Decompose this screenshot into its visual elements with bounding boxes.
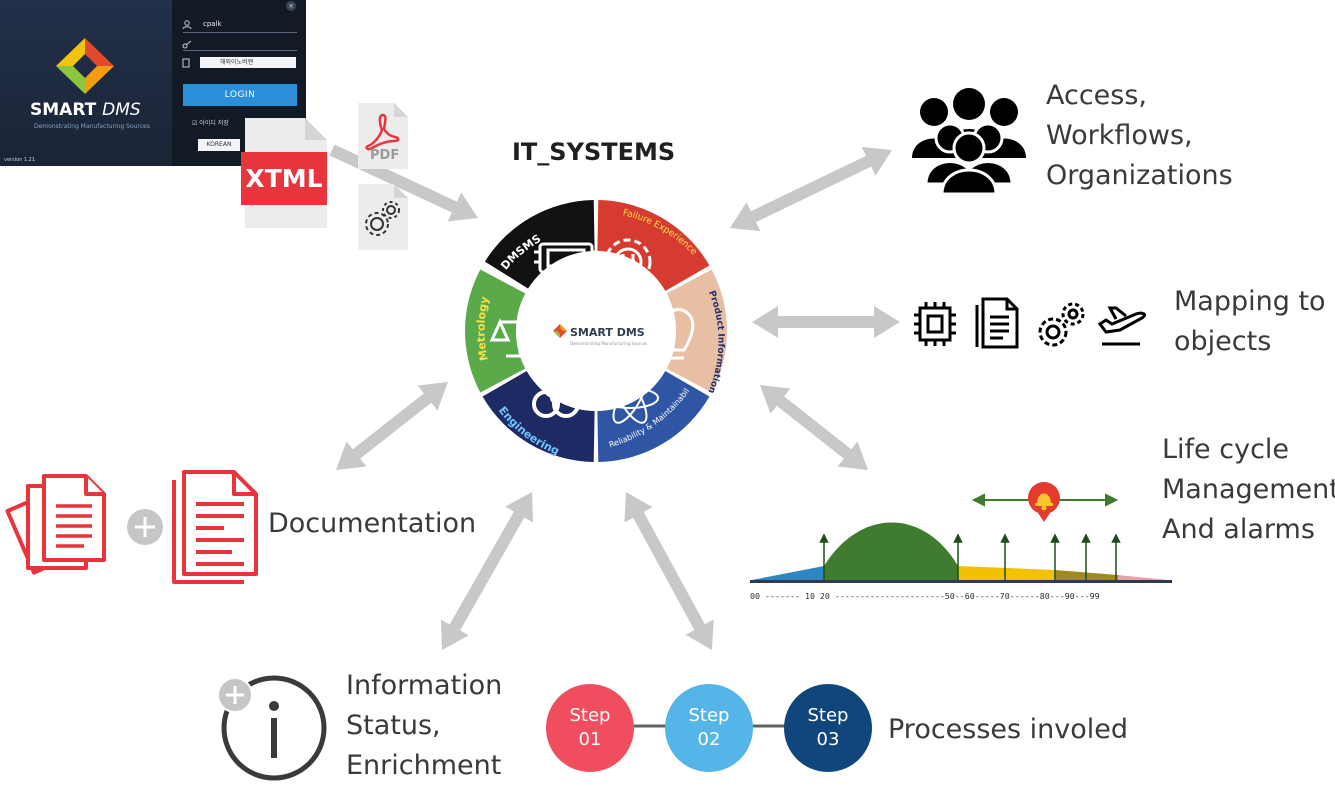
login-button[interactable]: LOGIN — [183, 84, 297, 106]
lifecycle-axis — [750, 580, 1172, 583]
language-button[interactable]: KOREAN — [198, 139, 240, 151]
lifecycle-growth-phase — [824, 522, 958, 580]
step-03: Step 03 — [784, 684, 872, 772]
pdf-label: PDF — [370, 148, 400, 163]
milestone-arrowhead — [1050, 533, 1060, 543]
center-logo-sub: Demonstrating Manufacturing Sources — [570, 341, 647, 346]
gears-icon — [1038, 302, 1085, 347]
login-brand-title: SMART DMS — [30, 100, 141, 120]
wheel-segment-product-information — [666, 269, 727, 393]
lifecycle-milestones — [819, 533, 1121, 580]
remember-id-checkbox[interactable]: ☑ 아이디 저장 — [192, 120, 229, 127]
step-01: Step 01 — [546, 684, 634, 772]
center-logo-text: SMART DMS — [570, 326, 645, 339]
atom-icon — [601, 372, 659, 424]
login-tagline: Demonstrating Manufacturing Sources — [34, 123, 150, 130]
mapping-label: Mapping to objects — [1174, 286, 1326, 357]
access-arrow — [730, 146, 892, 232]
balance-scale-icon — [489, 312, 551, 358]
password-underline — [183, 50, 297, 51]
plus-icon — [127, 509, 163, 545]
milestone-arrowhead — [1081, 533, 1091, 543]
lifecycle-intro-phase — [752, 566, 824, 580]
biohazard-icon — [532, 371, 580, 418]
lifecycle-obsolete-phase — [1118, 575, 1168, 580]
it-systems-title: IT_SYSTEMS — [512, 138, 676, 166]
documentation-label: Documentation — [268, 508, 477, 539]
remember-id-label: 아이디 저장 — [199, 120, 229, 127]
plus-icon — [217, 677, 253, 713]
username-field[interactable]: cpalk — [203, 20, 222, 28]
lifecycle-arrow — [760, 385, 868, 470]
smart-dms-logo-icon — [56, 38, 114, 94]
chip-icon — [914, 302, 956, 346]
xtml-label: XTML — [241, 152, 327, 205]
username-underline — [183, 32, 297, 33]
information-arrow — [440, 492, 534, 650]
processes-arrow — [624, 492, 714, 650]
smart-dms-center-logo: SMART DMS Demonstrating Manufacturing So… — [553, 324, 647, 346]
step-02: Step 02 — [665, 684, 753, 772]
lightbulb-icon — [659, 308, 695, 360]
documents-stack-icon — [5, 474, 106, 575]
document-icon — [975, 297, 1019, 349]
lifecycle-maturity-phase — [958, 566, 1055, 580]
mapping-arrow — [752, 306, 900, 338]
people-group-icon — [912, 88, 1026, 194]
milestone-arrowhead — [1000, 533, 1010, 543]
lifecycle-label: Life cycle Management And alarms — [1162, 434, 1335, 545]
wheel-segment-failure-experience — [597, 200, 710, 291]
gear-flask-icon — [604, 238, 652, 286]
login-brand-panel: SMART DMS Demonstrating Manufacturing So… — [0, 0, 172, 166]
gear-file-icon — [358, 184, 408, 250]
wheel-segment-engineering — [482, 371, 595, 462]
chip-icon — [534, 242, 598, 274]
processes-label: Processes involed — [888, 714, 1129, 745]
lifecycle-axis-labels: 00 ------- 10 20 ----------------------5… — [750, 591, 1100, 601]
close-icon[interactable]: × — [286, 1, 296, 11]
building-icon — [182, 58, 190, 68]
site-select[interactable]: 해외이노버랜 — [200, 57, 296, 68]
pdf-file-icon — [358, 103, 408, 169]
access-label: Access, Workflows, Organizations — [1046, 80, 1233, 191]
wheel-segment-reliability-maintainability — [597, 371, 710, 462]
documentation-arrow — [336, 382, 448, 470]
milestone-arrowhead — [819, 533, 829, 543]
document-icon — [172, 470, 258, 584]
milestone-arrowhead — [1111, 533, 1121, 543]
airplane-icon — [1097, 306, 1146, 346]
user-icon — [182, 20, 192, 30]
key-icon — [182, 40, 192, 49]
milestone-arrowhead — [953, 533, 963, 543]
login-version: version 1.21 — [4, 157, 36, 163]
segment-label-metrology: Metrology — [474, 295, 491, 362]
information-label: Information Status, Enrichment — [346, 670, 503, 781]
alarm-bell-icon — [1028, 482, 1060, 522]
